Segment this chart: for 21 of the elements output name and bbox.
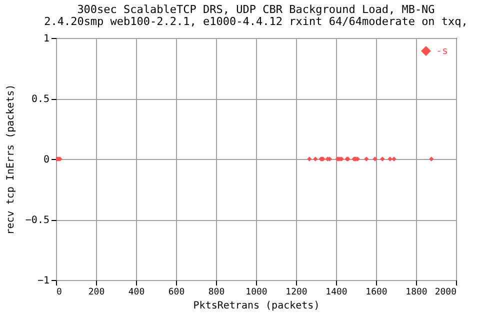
y-tick-label: 1 (43, 34, 50, 44)
x-tick-label: 1200 (286, 288, 308, 298)
x-tick-label: 1600 (366, 288, 388, 298)
chart-subtitle: 2.4.20smp web100-2.2.1, e1000-4.4.12 rxint 64/64moderate on txq, (44, 15, 468, 28)
x-tick-label: 1400 (326, 288, 348, 298)
y-tick-label: −0.5 (25, 215, 50, 226)
x-tick-label: 1000 (246, 288, 268, 298)
x-axis-title: PktsRetrans (packets) (193, 300, 320, 312)
x-tick-label: 200 (88, 288, 105, 298)
x-tick-label: 0 (56, 288, 62, 298)
x-tick-label: 800 (208, 288, 225, 298)
x-tick-label: 600 (168, 288, 185, 298)
y-tick-label: −1 (37, 276, 50, 286)
x-tick-label: 1800 (406, 288, 428, 298)
y-axis-title: recv tcp InErrs (packets) (5, 84, 16, 235)
y-tick-label: 0.5 (31, 94, 50, 105)
x-tick-label: 400 (128, 288, 145, 298)
y-tick-label: 0 (43, 154, 50, 166)
chart-title: 300sec ScalableTCP DRS, UDP CBR Background Load, MB-NG (77, 3, 435, 16)
x-tick-label: 2000 (434, 288, 456, 298)
legend-label: -s (436, 46, 448, 57)
